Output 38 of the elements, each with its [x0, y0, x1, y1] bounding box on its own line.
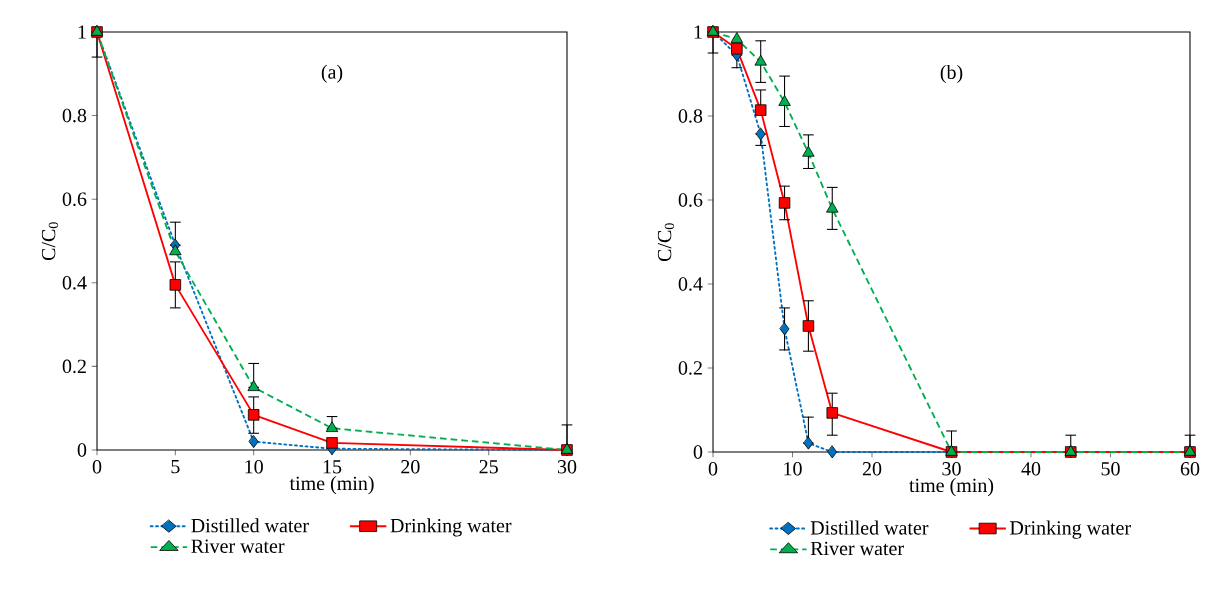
legend-label: Drinking water [390, 518, 512, 537]
y-tick-label: 0.8 [62, 108, 87, 123]
x-tick-label: 60 [1180, 462, 1200, 476]
y-axis-title: C/C$_{0}$ [41, 222, 59, 261]
legend-label: Distilled water [191, 518, 309, 533]
y-tick-label: 0.8 [678, 109, 703, 123]
y-axis-title: C/C$_{0}$ [657, 223, 675, 262]
x-tick-label: 0 [92, 460, 102, 474]
x-tick-label: 30 [942, 462, 961, 476]
legend-label: Distilled water [810, 520, 929, 535]
x-tick-label: 10 [784, 462, 802, 476]
x-tick-label: 0 [708, 462, 718, 476]
y-tick-label: 0.6 [62, 192, 87, 206]
x-tick-label: 15 [323, 460, 342, 474]
y-tick-label: 0.2 [678, 361, 702, 375]
annotation: (a) [321, 64, 343, 83]
legend-label: River water [810, 541, 904, 556]
y-tick-label: 1 [694, 25, 702, 39]
y-tick-label: 0.6 [678, 193, 703, 207]
x-tick-label: 20 [862, 462, 882, 476]
x-tick-label: 5 [171, 460, 180, 474]
y-tick-label: 0.4 [678, 277, 703, 291]
x-tick-label: 25 [479, 460, 498, 474]
y-tick-label: 0.2 [62, 359, 86, 374]
legend-label: Drinking water [1010, 520, 1131, 539]
x-tick-label: 40 [1021, 462, 1041, 476]
y-tick-label: 0 [77, 443, 87, 457]
y-tick-label: 1 [78, 25, 86, 39]
x-tick-label: 20 [401, 460, 420, 474]
x-axis-title: time (min) [289, 476, 374, 495]
x-tick-label: 10 [245, 460, 263, 474]
annotation: (b) [940, 64, 963, 84]
y-tick-label: 0.4 [62, 276, 87, 290]
x-axis-title: time (min) [909, 478, 994, 497]
y-tick-label: 0 [693, 445, 703, 459]
legend-label: River water [191, 539, 285, 553]
x-tick-label: 50 [1101, 462, 1120, 476]
x-tick-label: 30 [557, 460, 577, 474]
